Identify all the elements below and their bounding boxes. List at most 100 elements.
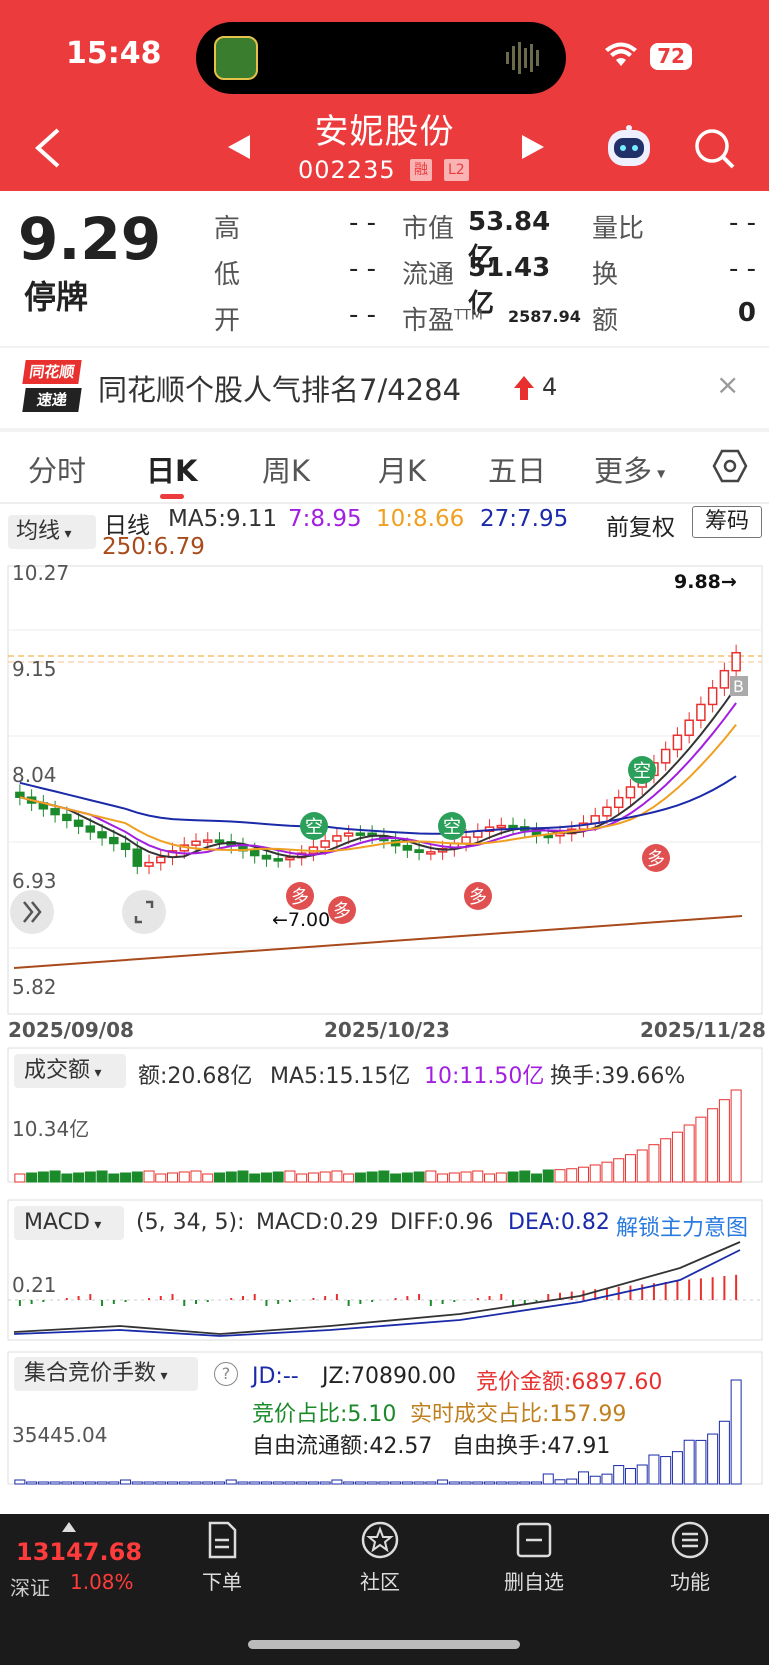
nav-functions[interactable]: 功能 <box>640 1520 740 1595</box>
tab-more[interactable]: 更多 ▾ <box>594 454 666 488</box>
volume-indicator-select[interactable]: 成交额 ▾ <box>14 1054 126 1088</box>
volume-bar <box>660 1138 672 1183</box>
turnover-label: 换 <box>592 260 619 290</box>
volume-bar <box>331 1170 343 1183</box>
nav-remove-watchlist-label: 删自选 <box>504 1570 564 1594</box>
auction-amount: 竞价金额:6897.60 <box>476 1370 663 1395</box>
candle-body <box>132 848 143 867</box>
remove-watchlist-icon <box>516 1522 552 1558</box>
adjust-forward-toggle[interactable]: 前复权 <box>606 515 675 541</box>
candle-body <box>273 858 283 862</box>
volume-bar <box>589 1164 601 1183</box>
duo-signal-marker <box>464 882 492 910</box>
tab-five-day[interactable]: 五日 <box>488 454 547 488</box>
candle-body <box>461 836 471 845</box>
ma5-line <box>19 686 737 859</box>
candle-body <box>62 813 72 822</box>
stock-charts[interactable]: 10.279.158.046.935.829.88→←7.00空 空空多多多多B1… <box>0 560 769 1490</box>
auction-bar <box>648 1454 660 1485</box>
macd-indicator-select[interactable]: MACD ▾ <box>14 1206 124 1240</box>
volume-bar <box>601 1161 613 1183</box>
tab-intraday[interactable]: 分时 <box>28 454 87 488</box>
volume-bar <box>531 1173 543 1183</box>
nav-order[interactable]: 下单 <box>172 1520 272 1595</box>
volume-bar <box>519 1170 531 1183</box>
duo-signal-marker <box>642 844 670 872</box>
auction-bar <box>14 1479 26 1485</box>
auction-bar <box>554 1479 566 1485</box>
auction-bar <box>718 1420 730 1485</box>
auction-bar <box>120 1479 132 1485</box>
auction-indicator-select[interactable]: 集合竞价手数 ▾ <box>14 1357 198 1391</box>
volume-bar <box>401 1172 413 1183</box>
auction-bar <box>155 1481 167 1485</box>
volume-amount: 额:20.68亿 <box>138 1064 253 1089</box>
auction-jd: JD:-- <box>252 1364 299 1389</box>
auction-bar <box>202 1481 214 1485</box>
float-cap-value: 51.43亿 <box>468 253 551 319</box>
dynamic-island <box>196 22 566 94</box>
volume-ma10: 10:11.50亿 <box>424 1064 545 1089</box>
kong-signal-label: 空 <box>633 761 651 782</box>
chart-settings-icon[interactable] <box>712 448 748 484</box>
candle-body <box>684 719 694 737</box>
min-price-label: ←7.00 <box>272 909 330 931</box>
candle-body <box>426 851 436 855</box>
auction-bar <box>284 1481 296 1485</box>
low-label: 低 <box>214 260 241 290</box>
prev-stock-icon[interactable] <box>226 133 252 161</box>
popularity-rank-text[interactable]: 同花顺个股人气排名7/4284 <box>98 373 462 407</box>
tab-monthly-k[interactable]: 月K <box>378 454 427 488</box>
index-name: 深证 <box>10 1576 50 1600</box>
date-end: 2025/11/28 <box>640 1018 766 1042</box>
auction-bar <box>730 1379 742 1485</box>
auction-bar <box>448 1481 460 1485</box>
auction-bar <box>307 1481 319 1485</box>
stock-name: 安妮股份 <box>314 112 455 152</box>
free-float-amount: 自由流通额:42.57 <box>252 1434 433 1459</box>
candle-body <box>191 840 201 846</box>
nav-community[interactable]: 社区 <box>330 1520 430 1595</box>
index-value[interactable]: 13147.68 <box>16 1538 143 1566</box>
ma-indicator-select[interactable]: 均线 ▾ <box>8 515 96 549</box>
back-icon[interactable] <box>34 128 62 168</box>
next-stock-icon[interactable] <box>520 133 546 161</box>
volume-bar <box>61 1173 73 1183</box>
nav-remove-watchlist[interactable]: 删自选 <box>484 1520 584 1595</box>
battery-indicator: 72 <box>650 43 692 70</box>
max-price-label: 9.88→ <box>674 571 737 593</box>
volume-bar <box>577 1166 589 1183</box>
volume-bar <box>566 1168 578 1183</box>
auction-bar <box>272 1481 284 1485</box>
auction-bar <box>378 1481 390 1485</box>
candle-body <box>696 703 706 721</box>
ths-news-logo[interactable]: 同花顺 速递 <box>22 360 82 412</box>
volume-bar <box>448 1172 460 1183</box>
kong-signal-marker <box>438 812 466 840</box>
chip-distribution-button[interactable]: 筹码 <box>692 506 762 538</box>
search-icon[interactable] <box>692 126 736 170</box>
volume-bar <box>648 1144 660 1183</box>
period-label: 日线 <box>104 513 150 539</box>
candle-body <box>731 651 741 672</box>
auction-axis-label: 35445.04 <box>12 1423 107 1447</box>
volume-bar <box>542 1169 554 1183</box>
unlock-main-intent-link[interactable]: 解锁主力意图 <box>616 1216 749 1241</box>
tab-weekly-k[interactable]: 周K <box>262 454 311 488</box>
date-start: 2025/09/08 <box>8 1018 134 1042</box>
help-icon[interactable]: ? <box>214 1362 238 1386</box>
auction-bar <box>26 1481 38 1485</box>
volume-bar <box>14 1173 26 1183</box>
volume-bar <box>495 1172 507 1183</box>
banner-close-icon[interactable]: × <box>716 368 740 401</box>
trading-status: 停牌 <box>24 278 89 316</box>
market-cap-label: 市值 <box>402 214 455 244</box>
volume-axis-label: 10.34亿 <box>12 1117 89 1141</box>
nav-community-label: 社区 <box>360 1570 400 1594</box>
volume-bar <box>354 1172 366 1183</box>
candle-body <box>109 836 119 845</box>
tab-daily-k[interactable]: 日K <box>146 454 198 488</box>
assistant-robot-icon[interactable] <box>602 124 656 172</box>
volume-bar <box>249 1173 261 1183</box>
kline-axis-label: 8.04 <box>12 763 57 787</box>
